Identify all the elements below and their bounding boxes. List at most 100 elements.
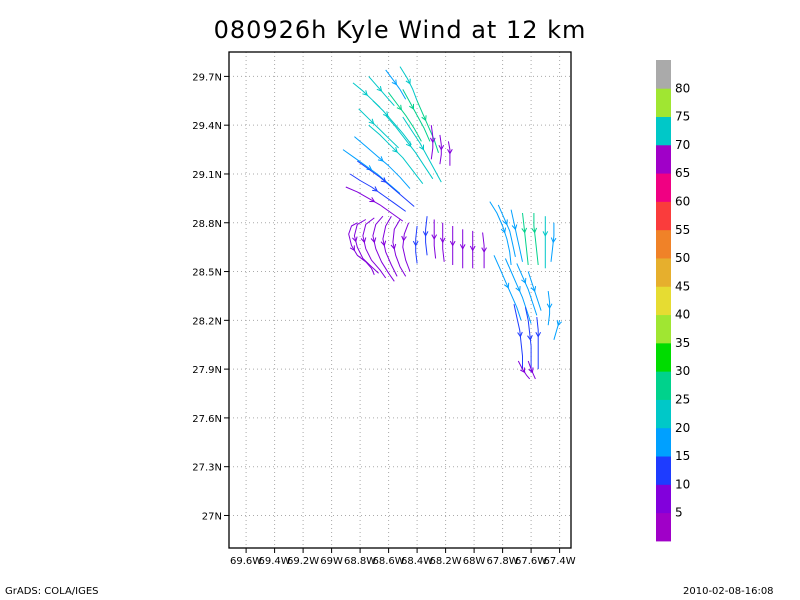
streamline-arrow: [429, 137, 436, 144]
streamline-arrow: [550, 237, 557, 244]
streamline-arrow: [439, 237, 446, 244]
streamline: [402, 89, 431, 142]
colorbar-swatch: [656, 286, 671, 316]
streamline: [510, 209, 523, 262]
y-tick-label: 29.7N: [192, 72, 222, 83]
colorbar-swatch: [656, 116, 671, 146]
x-tick-label: 67.4W: [544, 556, 576, 567]
gridlines: [229, 52, 571, 548]
streamline-arrow: [369, 197, 376, 203]
streamline-arrow: [431, 234, 438, 241]
streamline-arrow: [409, 103, 414, 110]
x-tick-label: 67.6W: [515, 556, 547, 567]
colorbar-swatch: [656, 484, 671, 514]
streamline-arrow: [380, 177, 387, 183]
streamline-arrow: [405, 141, 412, 148]
colorbar-label: 25: [675, 393, 690, 407]
colorbar-label: 20: [675, 421, 690, 435]
streamlines: [342, 66, 563, 380]
streamline: [388, 92, 422, 142]
colorbar-label: 50: [675, 251, 690, 265]
streamline: [402, 116, 442, 183]
streamline-arrow: [405, 78, 411, 85]
streamline-arrow: [390, 243, 397, 250]
streamline: [553, 320, 561, 340]
colorbar-label: 15: [675, 449, 690, 463]
colorbar-label: 40: [675, 308, 690, 322]
streamline-arrow: [521, 277, 527, 284]
streamline: [489, 201, 512, 266]
y-tick-label: 27.3N: [192, 463, 222, 474]
streamline-arrow: [459, 244, 466, 250]
streamline-arrow: [422, 231, 429, 237]
y-tick-label: 28.5N: [192, 268, 222, 279]
x-tick-label: 69.6W: [230, 556, 262, 567]
colorbar-label: 65: [675, 166, 690, 180]
colorbar-swatch: [656, 229, 671, 259]
plot-frame: [228, 51, 572, 549]
streamline: [416, 100, 439, 153]
colorbar: 5 10 15 20 25 30 35 40 45 50 55 60 65 70 75 80: [656, 60, 690, 542]
x-tick-label: 69.2W: [287, 556, 319, 567]
streamline-arrow: [438, 144, 445, 151]
streamline: [345, 186, 404, 222]
x-tick-label: 69W: [320, 556, 343, 567]
colorbar-swatch: [656, 258, 671, 287]
x-tick-label: 68.4W: [401, 556, 433, 567]
streamline-arrow: [380, 240, 387, 247]
streamline-arrow: [419, 144, 424, 151]
streamline: [522, 212, 529, 266]
streamline-arrow: [500, 227, 507, 234]
colorbar-swatch: [656, 371, 671, 400]
footer-right: 2010-02-08-16:08: [683, 586, 774, 597]
colorbar-swatch: [656, 173, 671, 202]
streamline-arrow: [531, 227, 538, 234]
streamline-arrow: [412, 240, 419, 247]
streamline-arrow: [521, 227, 528, 234]
colorbar-swatch: [656, 314, 671, 344]
y-tick-label: 29.4N: [192, 121, 222, 132]
streamline-arrow: [502, 219, 508, 226]
y-tick-label: 27.9N: [192, 365, 222, 376]
streamline-arrow: [520, 367, 526, 374]
streamline-arrow: [421, 115, 427, 122]
streamline-arrow: [527, 335, 533, 341]
streamline: [362, 217, 387, 279]
streamline-arrow: [368, 118, 375, 125]
x-tick-label: 68.8W: [344, 556, 376, 567]
colorbar-swatch: [656, 342, 671, 372]
streamline: [354, 136, 411, 189]
chart-title: 080926h Kyle Wind at 12 km: [213, 16, 587, 44]
streamline-arrow: [556, 320, 563, 327]
streamline: [372, 100, 412, 146]
colorbar-swatch: [656, 144, 671, 174]
colorbar-swatch: [656, 88, 671, 117]
streamline-arrow: [349, 245, 355, 252]
streamline-arrow: [376, 85, 383, 92]
y-tick-label: 29.1N: [192, 170, 222, 181]
streamline: [536, 317, 539, 370]
streamline-arrow: [392, 147, 398, 153]
streamline: [497, 204, 516, 258]
streamline-arrow: [481, 247, 487, 254]
streamline-arrow: [511, 224, 518, 231]
streamline-arrow: [377, 156, 384, 162]
streamline-arrow: [391, 79, 398, 86]
colorbar-label: 70: [675, 138, 690, 152]
streamline-arrow: [515, 286, 521, 293]
streamline-arrow: [447, 149, 453, 155]
streamline-arrow: [546, 303, 553, 310]
streamline-arrow: [352, 236, 358, 243]
colorbar-swatch: [656, 512, 671, 542]
streamline-arrow: [366, 165, 373, 171]
streamline: [516, 263, 538, 316]
x-tick-label: 68.2W: [430, 556, 462, 567]
colorbar-label: 5: [675, 506, 683, 520]
streamline: [399, 66, 418, 101]
streamline: [517, 360, 531, 380]
colorbar-swatch: [656, 201, 671, 231]
x-tick-label: 68.6W: [373, 556, 405, 567]
streamline-arrow: [517, 331, 523, 338]
